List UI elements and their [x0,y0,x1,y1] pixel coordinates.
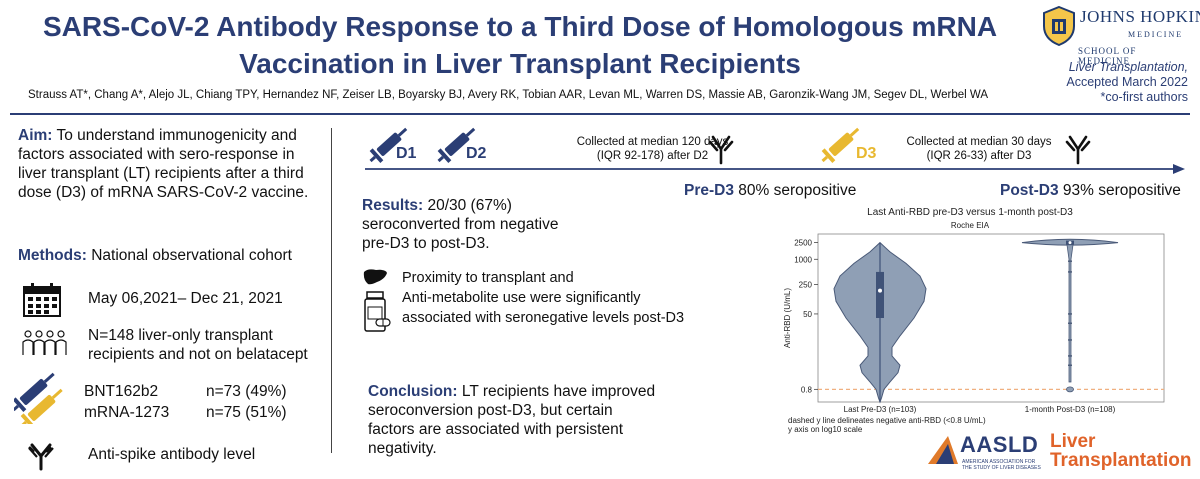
median-pre-d3 [878,288,882,293]
antibody-post-d3-icon [1065,135,1091,165]
y-tick-label: 50 [803,310,812,319]
results-line-2: seroconverted from negative [362,216,559,233]
dose-d3-label: D3 [856,145,877,162]
lt-logo-line-2: Transplantation [1050,450,1192,471]
post-d3-summary: Post-D3 93% seropositive [1000,181,1181,200]
aasld-mark-icon [928,436,958,464]
iqr-box-pre-d3 [876,271,884,318]
vaccination-timeline [365,127,1185,174]
results-line-1: 20/30 (67%) [423,197,512,214]
pre-d3-summary: Pre-D3 80% seropositive [684,181,856,200]
johns-hopkins-logo: JOHNS HOPKINS MEDICINE SCHOOL OF MEDICIN… [1040,6,1200,66]
poster-title: SARS-CoV-2 Antibody Response to a Third … [0,8,1040,82]
factors-line-1: Proximity to transplant and [402,270,574,286]
conclusion-label: Conclusion: [368,383,458,400]
vaccine-2-name: mRNA-1273 [84,404,170,421]
post-d3-label: Post-D3 [1000,182,1059,199]
aasld-name: AASLD [960,432,1039,457]
column-divider [331,128,332,453]
people-icon [22,330,67,355]
y-tick-label: 1000 [794,255,812,264]
results-label: Results: [362,197,424,214]
post-d3-value: 93% seropositive [1062,182,1181,199]
header-divider [10,113,1190,115]
methods-text: National observational cohort [86,247,292,264]
author-list: Strauss AT*, Chang A*, Alejo JL, Chiang … [28,89,989,101]
population-line-1: N=148 liver-only transplant [88,327,273,344]
calendar-icon [23,283,61,317]
vaccine-2-count: n=75 (51%) [206,404,287,421]
liver-icon [363,269,387,285]
cofirst-note: *co-first authors [1100,90,1188,104]
violin-post-d3-low-point [1066,386,1074,393]
antibody-icon [28,443,54,471]
lt-logo-line-1: Liver [1050,431,1096,452]
syringes-icon [14,372,63,424]
syringe-d2-icon [437,127,476,163]
antibody-pre-d3-icon [708,135,734,165]
dose-d1-label: D1 [396,145,417,162]
syringe-d1-icon [369,127,408,163]
vaccine-1-name: BNT162b2 [84,383,159,400]
conclusion-line-3: factors are associated with persistent [368,421,624,438]
chart-note-2: y axis on log10 scale [788,425,863,434]
title-line-2: Vaccination in Liver Transplant Recipien… [239,48,801,79]
factors-block: Proximity to transplant and Anti-metabol… [402,268,684,328]
conclusion-line-4: negativity. [368,440,437,457]
collection-note-pre-line-1: Collected at median 120 days [576,136,729,148]
median-post-d3 [1068,241,1072,245]
vaccine-1-count: n=73 (49%) [206,383,287,400]
journal-info: Liver Transplantation, Accepted March 20… [1040,60,1200,105]
x-category-label: 1-month Post-D3 (n=108) [1025,405,1116,414]
aasld-sub-1: AMERICAN ASSOCIATION FOR [962,459,1036,465]
collection-note-post-line-1: Collected at median 30 days [906,136,1052,148]
y-tick-label: 250 [799,281,813,290]
factors-line-3: associated with seronegative levels post… [402,310,685,326]
aim-block: Aim: To understand immunogenicity and fa… [18,126,323,202]
aim-text: To understand immunogenicity and factors… [18,127,309,201]
y-tick-label: 2500 [794,239,812,248]
medication-bottle-icon [364,291,391,332]
collection-note-post-line-2: (IQR 26-33) after D3 [926,150,1032,162]
methods-block: Methods: National observational cohort [18,246,318,265]
x-category-label: Last Pre-D3 (n=103) [844,405,917,414]
aasld-logo: AASLD AMERICAN ASSOCIATION FOR THE STUDY… [926,430,1046,474]
chart-subtitle: Roche EIA [950,221,990,230]
conclusion-line-1: LT recipients have improved [457,383,656,400]
population-line-2: recipients and not on belatacept [88,346,308,363]
pre-d3-label: Pre-D3 [684,182,734,199]
factors-line-2: Anti-metabolite use were significantly [402,290,641,306]
study-dates: May 06,2021– Dec 21, 2021 [88,290,283,307]
y-axis-label: Anti-RBD (U/mL) [783,288,792,348]
results-line-3: pre-D3 to post-D3. [362,235,490,252]
antibody-label: Anti-spike antibody level [88,446,256,463]
collection-note-post: Collected at median 30 days (IQR 26-33) … [895,135,1063,163]
title-line-1: SARS-CoV-2 Antibody Response to a Third … [42,11,998,42]
chart-title: Last Anti-RBD pre-D3 versus 1-month post… [867,207,1073,218]
institution-name: JOHNS HOPKINS [1080,7,1200,26]
population-block: N=148 liver-only transplant recipients a… [88,326,308,364]
conclusion-line-2: seroconversion post-D3, but certain [368,402,613,419]
aasld-sub-2: THE STUDY OF LIVER DISEASES [962,465,1041,471]
conclusion-block: Conclusion: LT recipients have improved … [368,382,688,458]
aim-label: Aim: [18,127,53,144]
y-tick-label: 0.8 [801,385,813,394]
journal-name: Liver Transplantation, [1068,60,1188,74]
collection-note-pre-line-2: (IQR 92-178) after D2 [596,150,709,162]
results-block: Results: 20/30 (67%) seroconverted from … [362,196,662,253]
accepted-date: Accepted March 2022 [1066,75,1188,89]
pre-d3-value: 80% seropositive [738,182,857,199]
methods-label: Methods: [18,247,87,264]
collection-note-pre: Collected at median 120 days (IQR 92-178… [565,135,740,163]
institution-sub: MEDICINE [1128,30,1184,39]
dose-d2-label: D2 [466,145,487,162]
syringe-d3-icon [821,127,860,163]
chart-note-1: dashed y line delineates negative anti-R… [788,416,986,425]
university-seal-icon [1043,6,1075,46]
liver-transplantation-logo: Liver Transplantation [1050,432,1191,470]
violin-chart: Anti-RBD (U/mL) 0.8 50 250 1000 2500 Last Pr… [783,233,1165,414]
violin-post-d3 [1021,238,1119,393]
school-name: SCHOOL OF MEDICINE [1078,46,1137,66]
